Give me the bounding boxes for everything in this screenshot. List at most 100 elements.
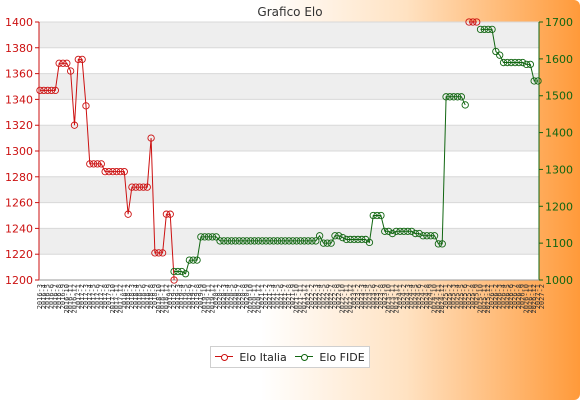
data-point [342, 235, 351, 244]
x-tick-label: 2016-11 [67, 284, 75, 314]
right-tick-label: 1700 [545, 16, 573, 29]
data-point [427, 232, 435, 240]
left-tick-label: 1280 [5, 171, 33, 184]
data-point [277, 237, 285, 245]
right-tick-label: 1600 [545, 53, 573, 66]
legend-label-elo-fide: Elo FIDE [319, 350, 365, 364]
data-point [503, 58, 512, 67]
x-tick-label: 2021-10 [293, 284, 301, 314]
data-point [338, 233, 347, 242]
x-tick-label: 2018-7 [143, 284, 151, 309]
x-tick-label: 2021-1 [258, 284, 266, 309]
data-point [44, 86, 52, 95]
right-axis-ticks: 1000 1100 1200 1300 1400 1500 1600 1700 [539, 16, 573, 287]
x-tick-label: 2024-8 [423, 284, 431, 309]
data-point [227, 237, 236, 245]
x-tick-label: 2026-9 [519, 284, 527, 309]
data-point [388, 229, 397, 238]
data-point [331, 232, 339, 240]
x-tick-label: 2017-11 [113, 284, 121, 314]
x-tick-label: 2017-12 [116, 284, 124, 314]
data-point [204, 233, 213, 241]
grid-band [39, 47, 539, 74]
x-tick-label: 2016-12 [70, 284, 78, 314]
x-tick-label: 2024-4 [408, 284, 416, 309]
data-point [519, 58, 527, 67]
x-tick-label: 2017-3 [82, 284, 90, 309]
data-point [266, 237, 274, 245]
x-tick-label: 2024-1 [396, 284, 404, 309]
data-point [93, 160, 102, 168]
legend-label-elo-italia: Elo Italia [239, 350, 287, 364]
grid-band [39, 202, 539, 229]
x-tick-label: 2024-12 [438, 284, 446, 314]
x-tick-label: 2024-5 [411, 284, 419, 309]
data-point [434, 240, 443, 248]
x-tick-label: 2023-2 [354, 284, 362, 309]
data-point [530, 77, 538, 85]
data-point [235, 237, 243, 245]
x-tick-label: 2018-9 [151, 284, 159, 309]
x-tick-label: 2016-6 [47, 284, 55, 309]
x-tick-label: 2023-8 [377, 284, 385, 309]
data-point [216, 237, 224, 245]
x-tick-label: 2016-3 [36, 284, 44, 309]
x-tick-label: 2020-8 [239, 284, 247, 309]
right-tick-label: 1000 [545, 274, 573, 287]
data-point [197, 233, 205, 241]
x-tick-label: 2022-3 [312, 284, 320, 309]
data-point [224, 237, 232, 245]
x-tick-label: 2019-4 [178, 284, 186, 309]
x-tick-label: 2019-11 [205, 284, 213, 314]
data-point [492, 47, 500, 56]
data-point [162, 210, 171, 218]
data-point [511, 58, 519, 67]
data-point [174, 267, 182, 276]
data-point [89, 160, 98, 168]
data-point [442, 93, 450, 101]
x-tick-label: 2021-12 [300, 284, 308, 314]
data-point [293, 237, 301, 245]
x-tick-label: 2018-5 [136, 284, 144, 309]
x-tick-label: 2021-6 [277, 284, 285, 309]
x-tick-label: 2022-1 [304, 284, 312, 309]
x-tick-label: 2023-12 [392, 284, 400, 314]
x-tick-label: 2026-4 [500, 284, 508, 309]
data-point [354, 235, 362, 244]
x-tick-label: 2019-1 [166, 284, 174, 309]
x-tick-label: 2026-10 [523, 284, 531, 314]
legend-item-elo-fide[interactable]: Elo FIDE [295, 350, 365, 364]
data-point [139, 183, 148, 191]
data-point [262, 237, 270, 245]
x-tick-label: 2024-2 [400, 284, 408, 309]
x-tick-label: 2021-3 [266, 284, 274, 309]
x-tick-label: 2025-3 [450, 284, 458, 309]
data-point [515, 58, 523, 67]
x-tick-label: 2019-3 [174, 284, 182, 309]
legend: Elo Italia Elo FIDE [210, 346, 370, 368]
x-tick-label: 2027-1 [534, 284, 542, 309]
data-point [522, 60, 531, 69]
x-tick-label: 2021-4 [270, 284, 278, 309]
data-point [327, 239, 335, 247]
x-tick-label: 2019-12 [208, 284, 216, 314]
x-tick-label: 2021-5 [274, 284, 282, 309]
data-point [247, 237, 255, 245]
grid-band [39, 254, 539, 280]
x-tick-label: 2018-12 [162, 284, 170, 314]
x-tick-label: 2018-1 [120, 284, 128, 309]
x-tick-label: 2022-2 [308, 284, 316, 309]
data-point [178, 267, 186, 276]
left-tick-label: 1200 [5, 274, 33, 287]
x-tick-label: 2023-1 [350, 284, 358, 309]
x-tick-label: 2016-8 [55, 284, 63, 309]
legend-item-elo-italia[interactable]: Elo Italia [215, 350, 287, 364]
x-tick-label: 2021-11 [296, 284, 304, 314]
line-marker-icon [295, 352, 314, 362]
x-tick-label: 2023-6 [369, 284, 377, 309]
x-tick-label: 2022-12 [346, 284, 354, 314]
x-tick-label: 2024-3 [404, 284, 412, 309]
data-point [120, 167, 128, 176]
x-tick-label: 2022-5 [319, 284, 327, 309]
